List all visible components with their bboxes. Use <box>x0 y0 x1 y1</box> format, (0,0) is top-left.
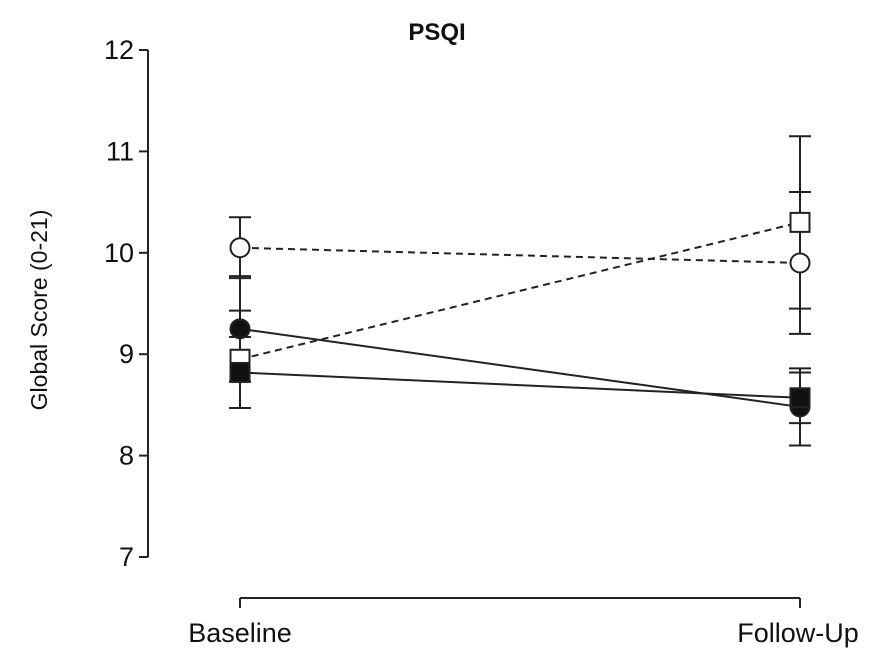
y-tick-label-9: 9 <box>119 339 134 369</box>
y-tick-label-12: 12 <box>104 35 134 65</box>
series-markers <box>229 211 811 418</box>
point-s0-0 <box>229 237 251 259</box>
x-tick-label-0: Baseline <box>188 618 292 648</box>
x-tick-label-1: Follow-Up <box>737 618 859 648</box>
series-line-0 <box>239 246 801 264</box>
y-tick-label-7: 7 <box>119 542 134 572</box>
point-s2-0 <box>229 318 251 340</box>
y-axis-label: Global Score (0-21) <box>26 210 52 411</box>
chart-title: PSQI <box>408 19 465 46</box>
series-line-2 <box>239 327 801 408</box>
y-tick-label-8: 8 <box>119 441 134 471</box>
series-line-3 <box>239 371 801 399</box>
series-lines <box>239 221 801 408</box>
point-s3-0 <box>229 361 251 383</box>
series-line-1 <box>239 221 801 361</box>
point-s3-1 <box>789 387 811 409</box>
y-tick-label-10: 10 <box>104 238 134 268</box>
point-s1-1 <box>789 211 811 233</box>
y-tick-label-11: 11 <box>106 136 134 166</box>
axes: 7 8 9 10 11 12 Baseline Follow-Up <box>104 35 859 648</box>
point-s0-1 <box>789 252 811 274</box>
